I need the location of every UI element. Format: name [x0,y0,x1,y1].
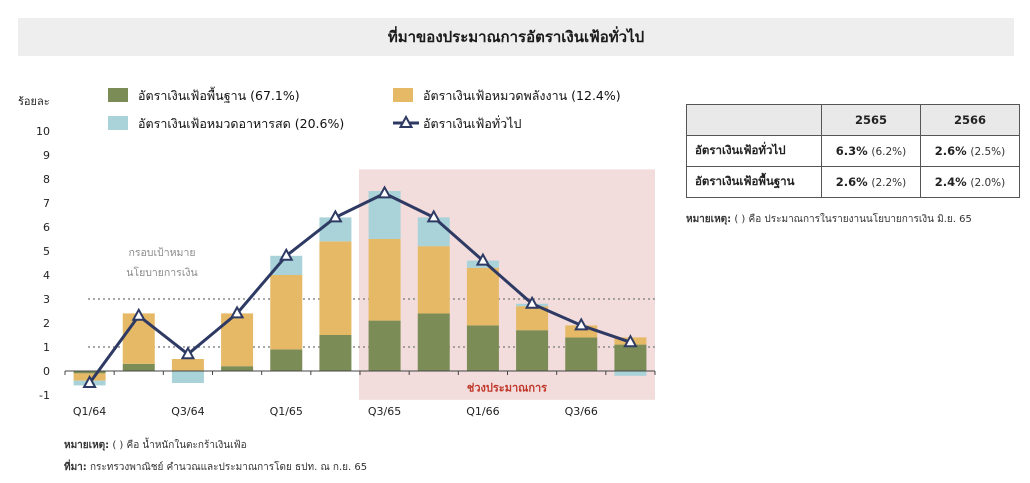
legend-label: อัตราเงินเฟ้อหมวดอาหารสด (20.6%) [138,116,344,131]
bar-segment [614,344,647,371]
cell-prev: (2.5%) [970,146,1006,158]
forecast-label: ช่วงประมาณการ [467,381,547,394]
line-point [426,209,441,223]
y-tick-label: 5 [43,245,50,258]
bar-segment [614,371,647,376]
x-tick-label: Q3/64 [171,405,204,418]
bar-segment [417,313,450,371]
bar-segment [171,359,204,371]
table-header-row: 2565 2566 [686,104,1020,136]
legend-swatch [108,116,128,130]
bar-segment [319,335,352,371]
cell-value: 2.6% [835,175,868,189]
bar-segment [122,363,155,371]
line-point [180,346,196,360]
cell-prev: (2.2%) [871,177,907,189]
y-tick-label: 4 [43,269,50,282]
y-tick-label: 7 [43,197,50,210]
x-tick-label: Q1/65 [270,405,303,418]
cell-prev: (2.0%) [970,177,1006,189]
cell-value: 2.6% [934,144,967,158]
line-point [574,317,589,331]
line-point [524,295,540,309]
x-tick-label: Q1/64 [73,405,106,418]
forecast-region [359,169,655,400]
target-label-line1: กรอบเป้าหมาย [128,247,195,259]
line-point [279,247,294,261]
headline-inflation-line [88,191,631,384]
cell-value: 2.4% [934,175,967,189]
bar-segment [221,366,254,371]
legend-swatch [393,88,413,102]
x-tick-label: Q3/65 [368,405,401,418]
table-row: อัตราเงินเฟ้อทั่วไป 6.3% (6.2%) 2.6% (2.… [686,135,1020,167]
table-cell: 6.3% (6.2%) [821,135,921,167]
table-header-2565: 2565 [821,104,921,136]
legend-label: อัตราเงินเฟ้อทั่วไป [423,115,521,131]
chart-note-text: ( ) คือ น้ำหนักในตะกร้าเงินเฟ้อ [109,440,247,451]
bar-segment [270,275,303,350]
table-cell: 2.4% (2.0%) [920,166,1020,198]
table-note-text: ( ) คือ ประมาณการในรายงานนโยบายการเงิน ม… [731,214,972,225]
y-axis-title: ร้อยละ [18,95,50,108]
chart-source-label: ที่มา: [64,462,87,473]
y-tick-label: 1 [43,341,50,354]
table-cell: 2.6% (2.2%) [821,166,921,198]
bar-segment [516,330,549,371]
line-point [131,307,146,321]
table-header-empty [686,104,822,136]
bar-segment [466,267,499,326]
bar-segment [73,371,106,374]
legend-swatch [108,88,128,102]
line-point [377,185,392,199]
table-row: อัตราเงินเฟ้อพื้นฐาน 2.6% (2.2%) 2.4% (2… [686,166,1020,198]
y-tick-label: 2 [43,317,50,330]
chart-title-bar: ที่มาของประมาณการอัตราเงินเฟ้อทั่วไป [18,18,1014,56]
bar-segment [319,241,352,335]
page-title: ที่มาของประมาณการอัตราเงินเฟ้อทั่วไป [387,28,645,46]
row-label-headline: อัตราเงินเฟ้อทั่วไป [686,135,822,167]
table-note-label: หมายเหตุ: [686,214,732,225]
y-tick-label: 8 [43,173,50,186]
bar-segment [270,255,303,275]
bar-segment [122,313,155,364]
table-cell: 2.6% (2.5%) [920,135,1020,167]
forecast-table: 2565 2566 อัตราเงินเฟ้อทั่วไป 6.3% (6.2%… [686,104,1020,198]
chart-note-label: หมายเหตุ: [64,440,110,451]
x-tick-label: Q3/66 [565,405,598,418]
legend-label: อัตราเงินเฟ้อหมวดพลังงาน (12.4%) [423,88,621,103]
chart-note: หมายเหตุ: ( ) คือ น้ำหนักในตะกร้าเงินเฟ้… [64,438,247,453]
legend-label: อัตราเงินเฟ้อพื้นฐาน (67.1%) [138,86,300,103]
bar-segment [368,320,401,371]
y-tick-label: 10 [36,125,50,138]
bar-segment [417,246,450,314]
x-tick-label: Q1/66 [466,405,499,418]
line-point [328,209,343,223]
line-point [229,305,245,319]
row-label-core: อัตราเงินเฟ้อพื้นฐาน [686,166,822,198]
bar-segment [270,349,303,371]
line-point [623,334,638,348]
chart-source-text: กระทรวงพาณิชย์ คำนวณและประมาณการโดย ธปท.… [86,462,368,473]
y-tick-label: -1 [39,389,50,402]
line-point [475,252,491,266]
y-tick-label: 9 [43,149,50,162]
y-tick-label: 3 [43,293,50,306]
chart-source: ที่มา: กระทรวงพาณิชย์ คำนวณและประมาณการโ… [64,460,367,475]
bar-segment [466,325,499,371]
target-label-line2: นโยบายการเงิน [126,266,197,279]
table-note: หมายเหตุ: ( ) คือ ประมาณการในรายงานนโยบา… [686,212,972,227]
legend-marker [398,114,414,128]
bar-segment [368,239,401,321]
cell-value: 6.3% [835,144,868,158]
bar-segment [565,337,598,371]
y-tick-label: 6 [43,221,50,234]
line-point [82,374,97,388]
cell-prev: (6.2%) [871,146,907,158]
bar-segment [516,306,549,331]
y-tick-label: 0 [43,365,50,378]
bar-segment [171,371,204,383]
table-header-2566: 2566 [920,104,1020,136]
